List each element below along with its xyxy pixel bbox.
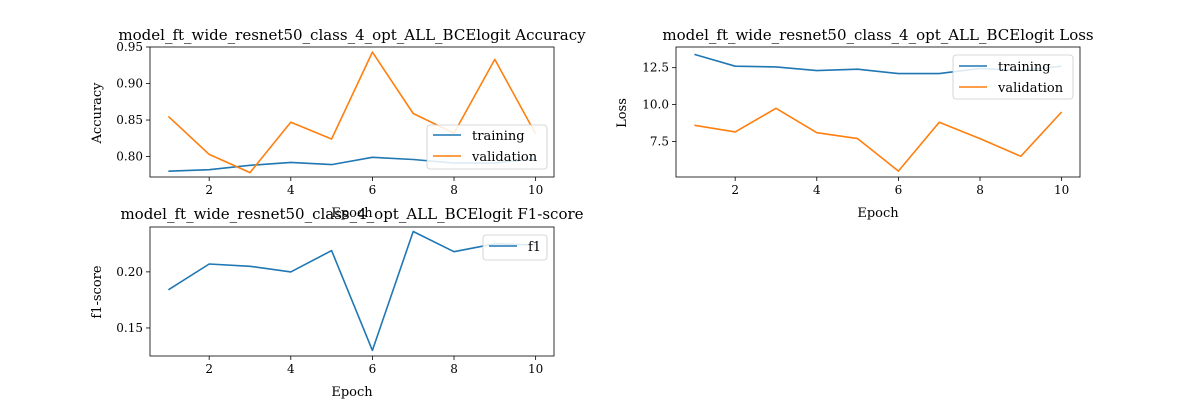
accuracy-x-tick-label: 8	[450, 183, 458, 197]
f1-legend: f1	[482, 234, 548, 261]
accuracy-legend-validation-label: validation	[471, 150, 538, 165]
accuracy-x-tick-label: 10	[528, 183, 543, 197]
f1-legend-f1-label: f1	[528, 240, 541, 255]
accuracy-x-axis-label: Epoch	[331, 206, 373, 221]
accuracy-x-tick-label: 6	[369, 183, 377, 197]
f1-ticks: 2 4 6 8 10 0.15 0.20	[116, 265, 543, 376]
loss-x-tick-label: 2	[731, 183, 739, 197]
f1-lines	[167, 230, 536, 352]
accuracy-legend-training-label: training	[472, 129, 525, 144]
accuracy-y-tick-label: 0.90	[116, 77, 143, 91]
loss-x-axis-label: Epoch	[857, 206, 899, 221]
f1-series-f1-line	[167, 230, 536, 352]
f1-y-axis-label: f1-score	[90, 265, 105, 318]
accuracy-x-tick-label: 2	[205, 183, 213, 197]
accuracy-x-tick-label: 4	[287, 183, 295, 197]
f1-x-tick-label: 8	[450, 362, 458, 376]
accuracy-y-axis-label: Accuracy	[90, 82, 105, 145]
loss-chart: model_ft_wide_resnet50_class_4_opt_ALL_B…	[615, 26, 1094, 221]
loss-x-tick-label: 6	[895, 183, 903, 197]
accuracy-ticks: 2 4 6 8 10 0.80 0.85 0.90 0.95	[116, 40, 543, 197]
loss-legend-validation-label: validation	[997, 81, 1064, 96]
loss-y-tick-label: 7.5	[650, 135, 669, 149]
loss-y-tick-label: 10.0	[642, 98, 669, 112]
loss-y-axis-label: Loss	[615, 98, 630, 128]
f1-x-tick-label: 2	[205, 362, 213, 376]
loss-x-tick-label: 10	[1054, 183, 1069, 197]
f1-plot-frame	[149, 226, 555, 357]
loss-ticks: 2 4 6 8 10 7.5 10.0 12.5	[642, 61, 1069, 197]
accuracy-legend-box	[426, 124, 548, 170]
accuracy-y-tick-label: 0.85	[116, 113, 143, 127]
f1-y-tick-label: 0.15	[116, 321, 143, 335]
loss-legend-training-label: training	[998, 60, 1051, 75]
loss-series-validation-line	[694, 107, 1063, 172]
loss-y-tick-label: 12.5	[642, 61, 669, 75]
f1-x-tick-label: 4	[287, 362, 295, 376]
f1-chart: model_ft_wide_resnet50_class_4_opt_ALL_B…	[90, 205, 584, 400]
accuracy-y-tick-label: 0.80	[116, 150, 143, 164]
f1-x-tick-label: 10	[528, 362, 543, 376]
accuracy-y-tick-label: 0.95	[116, 40, 143, 54]
accuracy-legend: training validation	[426, 124, 548, 170]
accuracy-series-validation-line	[167, 51, 537, 174]
loss-plot-frame	[675, 46, 1081, 178]
accuracy-chart: model_ft_wide_resnet50_class_4_opt_ALL_B…	[90, 26, 586, 221]
f1-x-tick-label: 6	[369, 362, 377, 376]
f1-chart-title: model_ft_wide_resnet50_class_4_opt_ALL_B…	[120, 205, 583, 223]
f1-legend-box	[482, 234, 548, 261]
f1-y-tick-label: 0.20	[116, 265, 143, 279]
loss-legend: training validation	[952, 54, 1074, 100]
loss-chart-title: model_ft_wide_resnet50_class_4_opt_ALL_B…	[662, 26, 1093, 44]
accuracy-plot-frame	[149, 46, 555, 178]
f1-x-axis-label: Epoch	[331, 385, 373, 400]
accuracy-chart-title: model_ft_wide_resnet50_class_4_opt_ALL_B…	[118, 26, 586, 44]
loss-x-tick-label: 4	[813, 183, 821, 197]
loss-x-tick-label: 8	[976, 183, 984, 197]
